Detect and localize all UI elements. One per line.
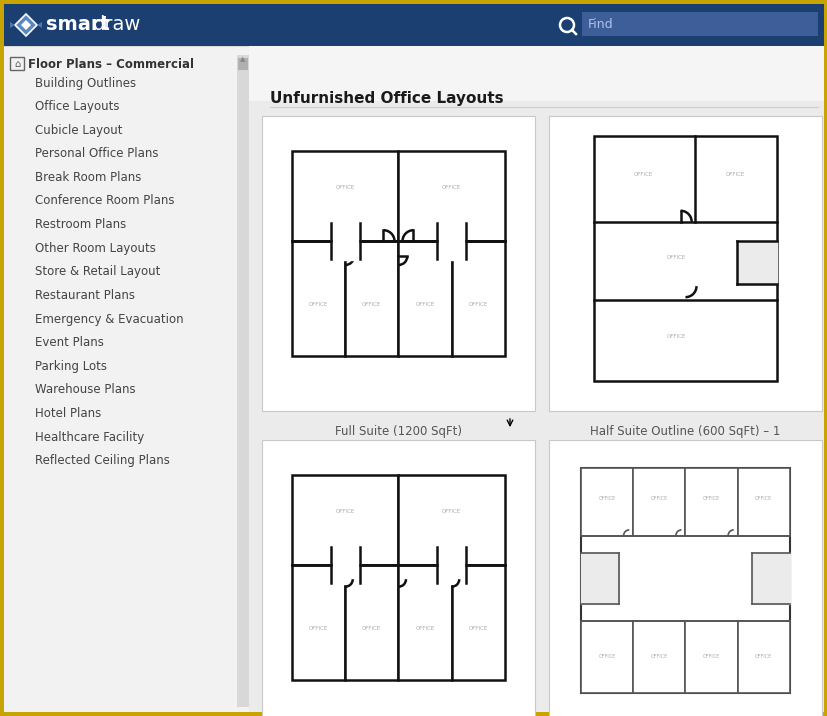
Text: Floor Plans – Commercial: Floor Plans – Commercial <box>28 57 194 70</box>
Text: OFFICE: OFFICE <box>415 626 434 631</box>
FancyBboxPatch shape <box>261 116 534 411</box>
Text: OFFICE: OFFICE <box>362 302 381 307</box>
Bar <box>581 468 633 536</box>
Bar <box>10 57 24 70</box>
Text: OFFICE: OFFICE <box>442 508 461 513</box>
Bar <box>249 46 823 712</box>
Text: OFFICE: OFFICE <box>308 302 327 307</box>
Bar <box>737 621 789 693</box>
Text: smart: smart <box>46 16 110 34</box>
Text: Event Plans: Event Plans <box>35 336 103 349</box>
Bar <box>330 547 360 566</box>
Text: Restaurant Plans: Restaurant Plans <box>35 289 135 302</box>
Text: Healthcare Facility: Healthcare Facility <box>35 430 144 443</box>
Text: Conference Room Plans: Conference Room Plans <box>35 195 174 208</box>
Bar <box>437 240 466 260</box>
Bar <box>685 468 737 536</box>
Bar <box>292 475 398 565</box>
Bar <box>452 241 504 356</box>
Bar <box>685 621 737 693</box>
Text: OFFICE: OFFICE <box>650 654 667 659</box>
Polygon shape <box>21 20 31 30</box>
Bar <box>581 12 817 36</box>
Bar <box>398 151 504 241</box>
Text: Emergency & Evacuation: Emergency & Evacuation <box>35 312 184 326</box>
Text: Building Outlines: Building Outlines <box>35 77 136 90</box>
Bar <box>292 565 345 680</box>
Text: OFFICE: OFFICE <box>335 185 355 190</box>
Text: Reflected Ceiling Plans: Reflected Ceiling Plans <box>35 454 170 467</box>
Text: Hotel Plans: Hotel Plans <box>35 407 101 420</box>
Text: OFFICE: OFFICE <box>666 254 685 259</box>
Bar <box>345 565 398 680</box>
Text: OFFICE: OFFICE <box>724 172 743 177</box>
Text: OFFICE: OFFICE <box>598 654 615 659</box>
Bar <box>330 240 360 260</box>
Bar <box>292 241 345 356</box>
Text: Restroom Plans: Restroom Plans <box>35 218 126 231</box>
Bar <box>4 4 823 46</box>
Bar <box>237 58 248 70</box>
Polygon shape <box>37 22 42 28</box>
Text: OFFICE: OFFICE <box>754 496 772 501</box>
Text: OFFICE: OFFICE <box>468 302 487 307</box>
FancyBboxPatch shape <box>548 116 821 411</box>
Bar <box>345 241 398 356</box>
Text: OFFICE: OFFICE <box>442 185 461 190</box>
Text: Break Room Plans: Break Room Plans <box>35 171 141 184</box>
Bar <box>452 565 504 680</box>
Text: OFFICE: OFFICE <box>415 302 434 307</box>
Bar <box>292 151 398 241</box>
Bar <box>4 46 249 712</box>
Text: OFFICE: OFFICE <box>666 334 685 339</box>
Text: OFFICE: OFFICE <box>308 626 327 631</box>
Bar <box>593 136 776 381</box>
Polygon shape <box>10 22 15 28</box>
FancyBboxPatch shape <box>548 440 821 716</box>
Bar <box>633 621 685 693</box>
Bar <box>237 55 249 707</box>
Text: Half Suite Outline (600 SqFt) – 1: Half Suite Outline (600 SqFt) – 1 <box>590 425 780 437</box>
Text: OFFICE: OFFICE <box>650 496 667 501</box>
Bar <box>398 475 504 565</box>
Bar <box>249 46 823 101</box>
Bar <box>330 564 360 584</box>
Text: OFFICE: OFFICE <box>754 654 772 659</box>
Polygon shape <box>15 14 37 36</box>
Text: Personal Office Plans: Personal Office Plans <box>35 147 158 160</box>
Text: Warehouse Plans: Warehouse Plans <box>35 383 136 396</box>
Bar <box>437 223 466 242</box>
Text: Store & Retail Layout: Store & Retail Layout <box>35 266 160 279</box>
Text: Parking Lots: Parking Lots <box>35 359 107 373</box>
Text: OFFICE: OFFICE <box>702 496 719 501</box>
Text: OFFICE: OFFICE <box>702 654 719 659</box>
Bar <box>581 553 618 604</box>
Text: OFFICE: OFFICE <box>362 626 381 631</box>
FancyBboxPatch shape <box>261 440 534 716</box>
Text: Office Layouts: Office Layouts <box>35 100 119 113</box>
Bar <box>437 547 466 566</box>
Bar <box>736 241 776 284</box>
Bar <box>581 468 789 693</box>
Text: Other Room Layouts: Other Room Layouts <box>35 242 155 255</box>
Text: ▲: ▲ <box>240 56 246 62</box>
Text: OFFICE: OFFICE <box>633 172 653 177</box>
Bar <box>330 223 360 242</box>
Bar <box>398 241 452 356</box>
Text: Unfurnished Office Layouts: Unfurnished Office Layouts <box>270 90 503 105</box>
Text: draw: draw <box>93 16 141 34</box>
Bar <box>398 565 452 680</box>
Bar <box>633 468 685 536</box>
Bar <box>737 468 789 536</box>
Text: Full Suite (1200 SqFt): Full Suite (1200 SqFt) <box>335 425 461 437</box>
Text: Find: Find <box>587 19 613 32</box>
Text: ⌂: ⌂ <box>14 59 20 69</box>
Bar <box>752 553 789 604</box>
Bar <box>581 621 633 693</box>
Text: OFFICE: OFFICE <box>335 508 355 513</box>
Text: Cubicle Layout: Cubicle Layout <box>35 124 122 137</box>
Text: OFFICE: OFFICE <box>468 626 487 631</box>
Text: OFFICE: OFFICE <box>598 496 615 501</box>
Bar <box>437 564 466 584</box>
